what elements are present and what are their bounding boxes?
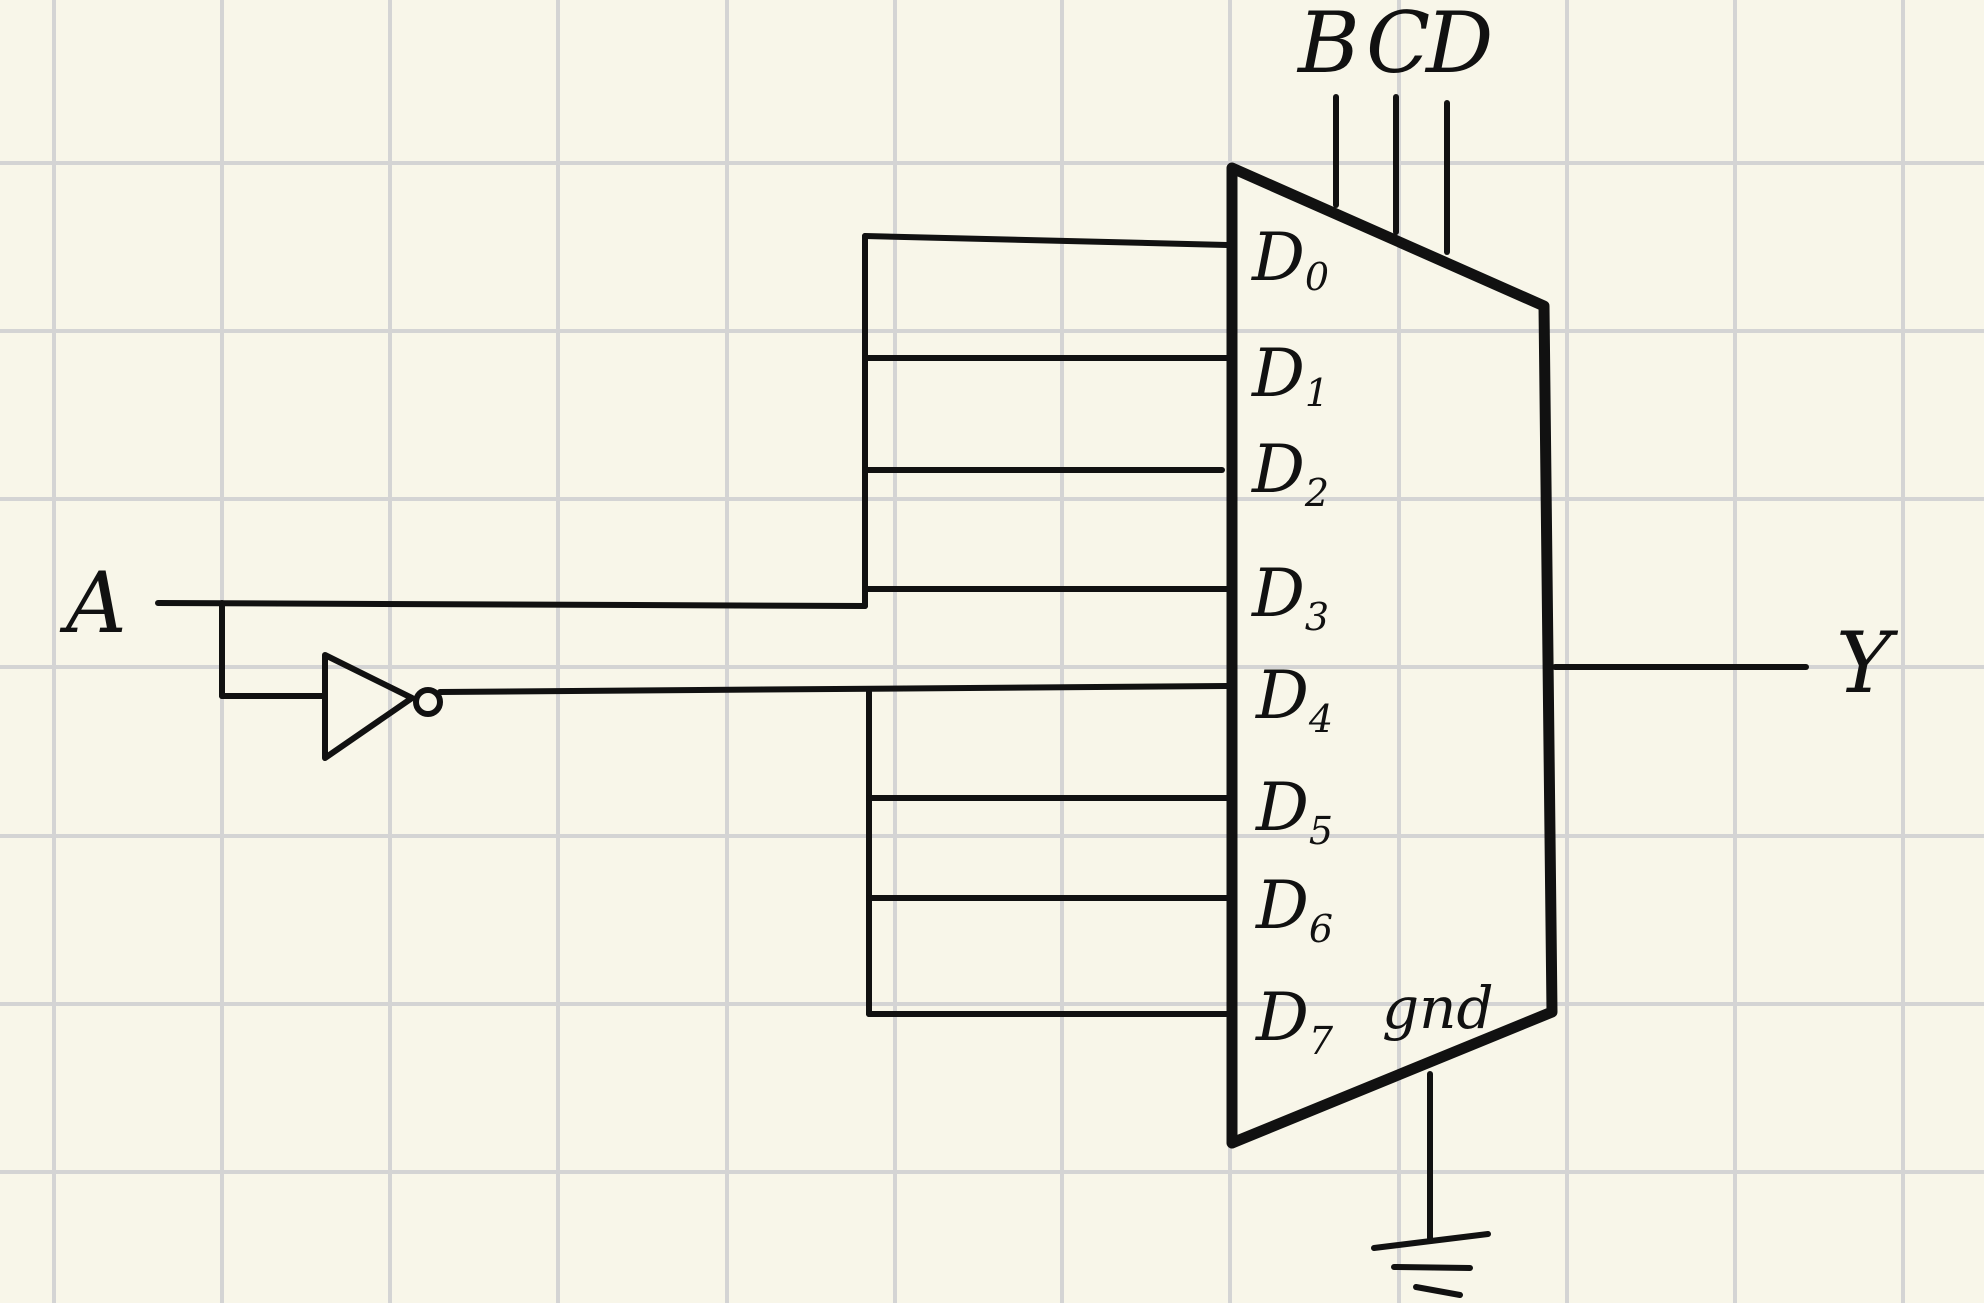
- ground-bar-middle: [1391, 1264, 1473, 1271]
- a-bus: [862, 233, 1230, 609]
- ground-bar-bottom: [1413, 1284, 1463, 1298]
- mux-body: [1226, 162, 1558, 1149]
- pin-label-d6: D6: [1255, 867, 1333, 951]
- not-a-bus: [437, 683, 1230, 1017]
- not-a-wire: [437, 683, 1230, 695]
- not-gate-triangle: [322, 652, 415, 761]
- pin-label-d2: D2: [1251, 431, 1329, 515]
- input-a-wire: [155, 600, 868, 609]
- input-label-a: A: [59, 554, 127, 652]
- pin-label-d4: D4: [1255, 657, 1333, 741]
- select-lines: [1333, 94, 1450, 255]
- ground-label: gnd: [1382, 974, 1494, 1042]
- pin-label-d5: D5: [1255, 769, 1333, 853]
- select-label-b: B: [1296, 0, 1360, 92]
- ground-bar-top: [1371, 1231, 1491, 1251]
- pin-label-d3: D3: [1251, 555, 1329, 639]
- output-label-y: Y: [1836, 614, 1899, 712]
- ground-symbol: [1371, 1071, 1491, 1298]
- not-gate-bubble: [413, 687, 443, 717]
- not-gate: [322, 652, 443, 761]
- select-label-c: C: [1366, 0, 1430, 92]
- pin-label-d1: D1: [1251, 335, 1329, 415]
- pin-label-d7: D7: [1255, 979, 1334, 1063]
- pin-label-d0: D0: [1251, 219, 1329, 299]
- pin-labels: D0 D1 D2 D3 D4 D5 D6 D7: [1251, 219, 1334, 1063]
- select-label-d: D: [1424, 0, 1493, 92]
- input-a-network: [155, 600, 868, 699]
- pin-wire-d0: [862, 233, 1230, 248]
